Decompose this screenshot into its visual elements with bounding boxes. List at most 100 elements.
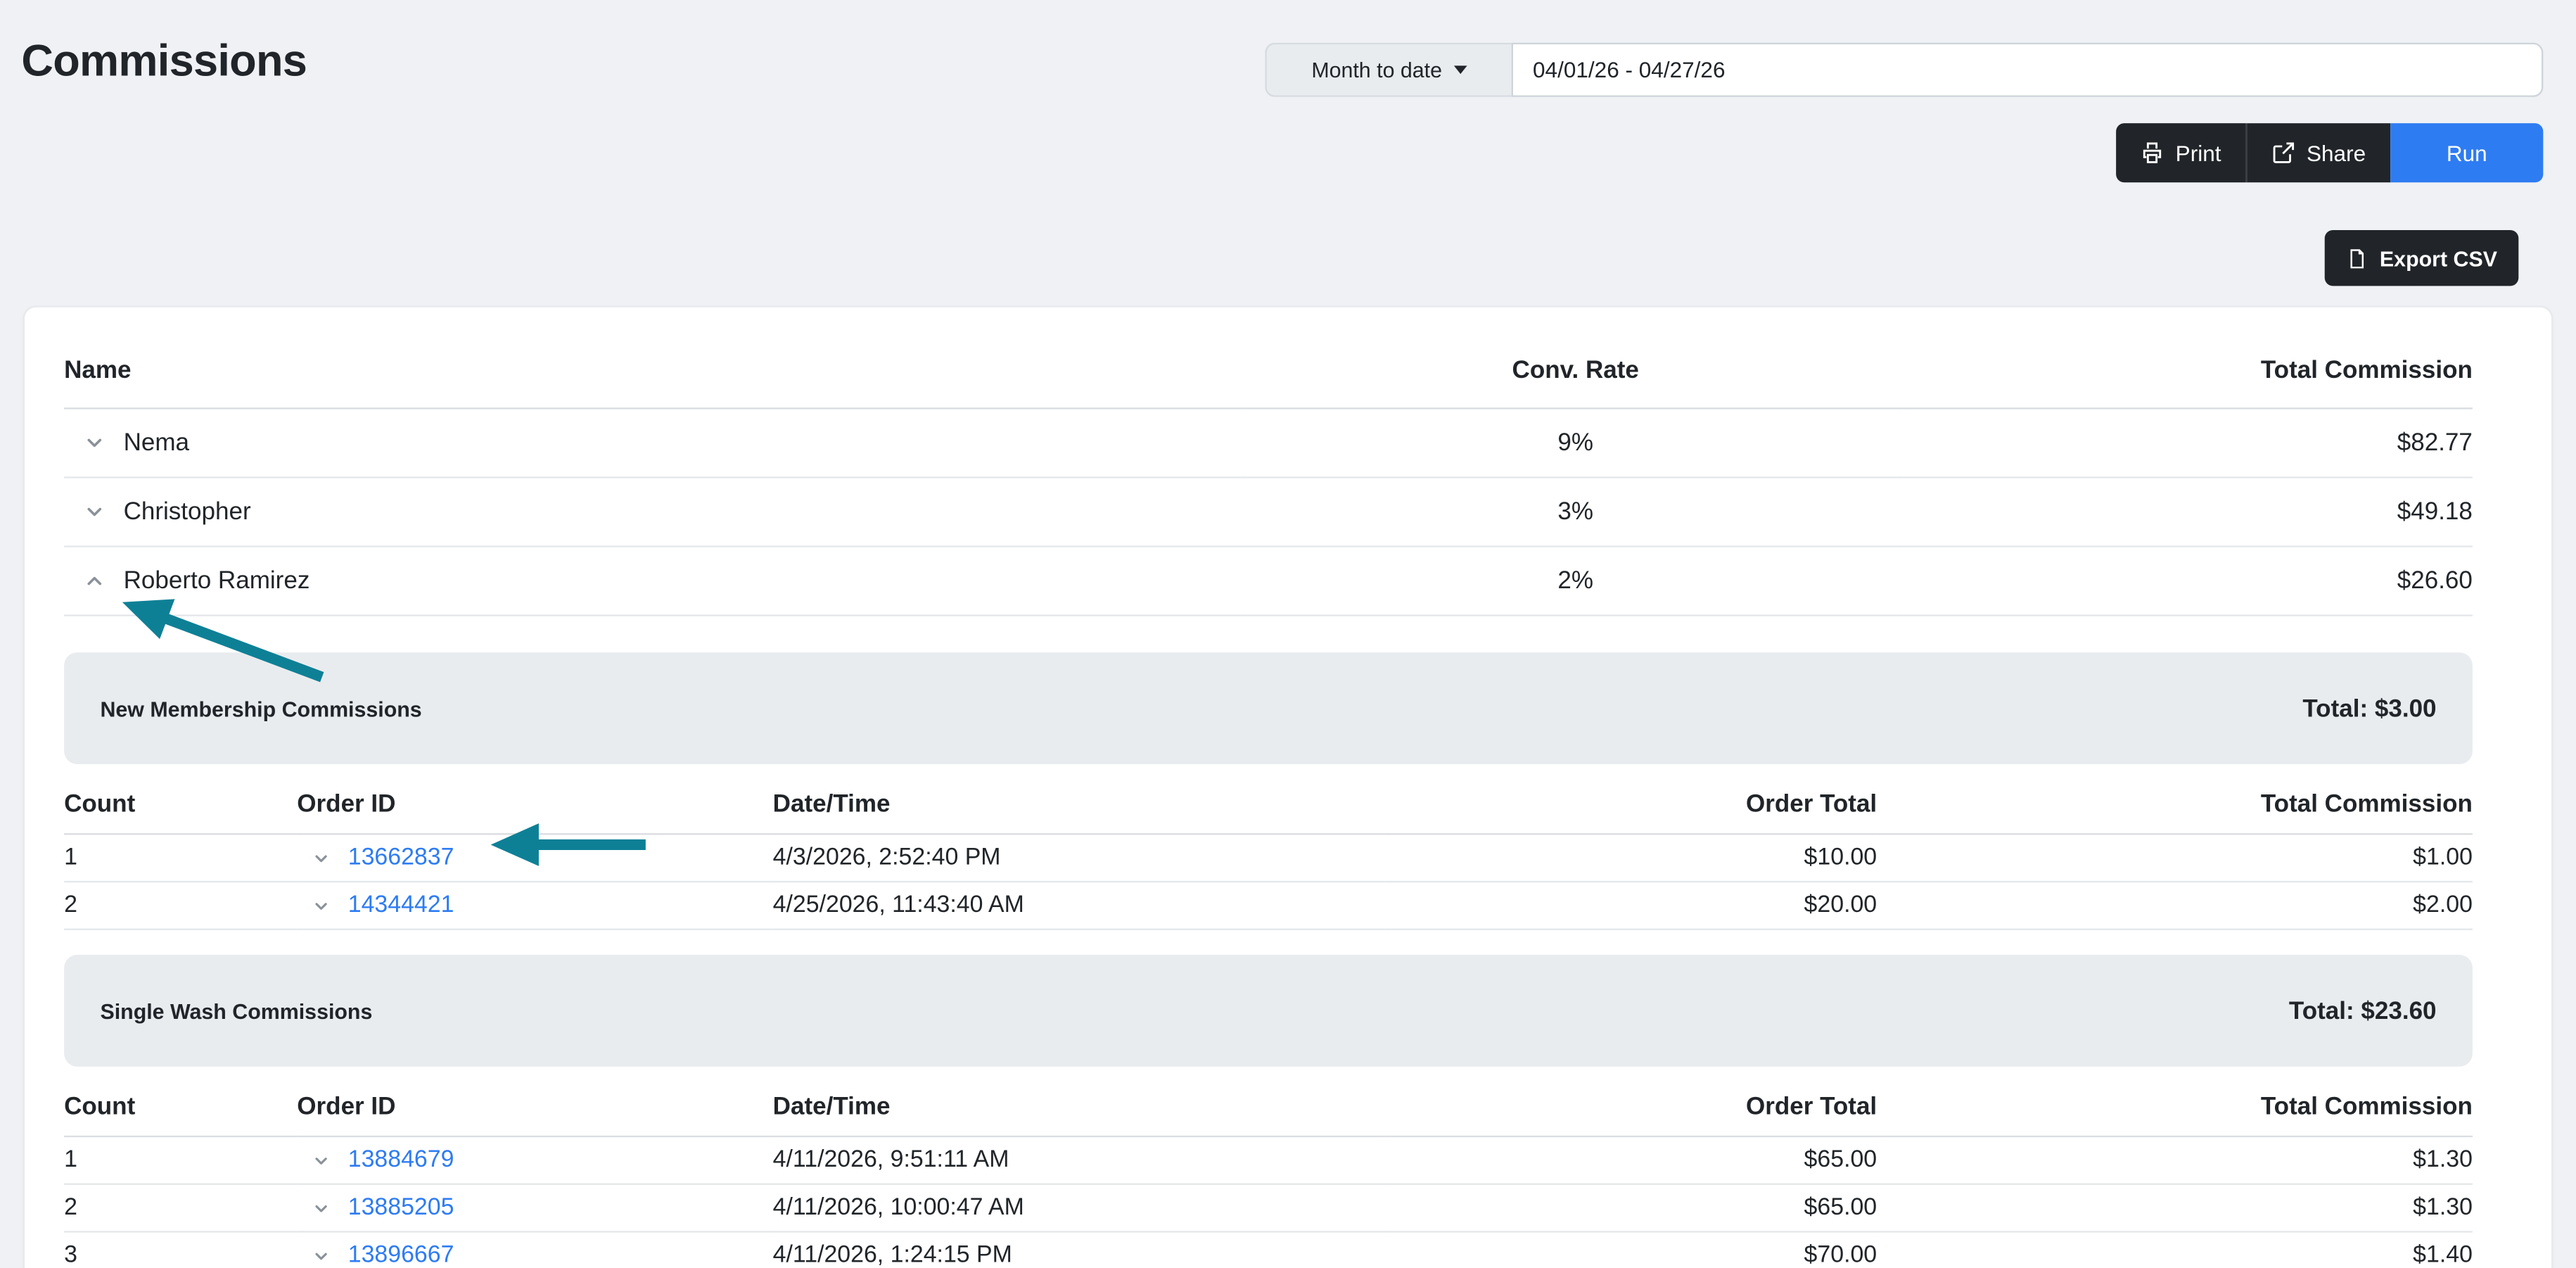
export-csv-button[interactable]: Export CSV <box>2325 229 2519 286</box>
report-card: Name Conv. Rate Total Commission Nema 9%… <box>23 305 2553 1268</box>
expand-order-button[interactable] <box>314 1154 329 1169</box>
expand-order-button[interactable] <box>314 899 329 914</box>
page-title: Commissions <box>21 36 307 86</box>
single-wash-table: Count Order ID Date/Time Order Total Tot… <box>64 1076 2473 1268</box>
order-row: 2 13885205 4/11/2026, 10:00:47 AM $65.00… <box>64 1184 2473 1233</box>
order-total-value: $65.00 <box>1384 1136 1877 1185</box>
header-total-commission: Total Commission <box>1904 346 2473 410</box>
section-header-single-wash: Single Wash Commissions Total: $23.60 <box>64 954 2473 1067</box>
print-label: Print <box>2175 140 2221 165</box>
summary-table: Name Conv. Rate Total Commission Nema 9%… <box>64 346 2473 616</box>
count-value: 3 <box>64 1231 298 1268</box>
order-id-link[interactable]: 13662837 <box>347 844 454 871</box>
share-icon <box>2273 142 2294 163</box>
total-commission-value: $1.40 <box>1877 1231 2473 1268</box>
header-total-commission: Total Commission <box>1877 774 2473 835</box>
section-total: Total: $23.60 <box>2288 996 2437 1025</box>
share-label: Share <box>2306 140 2366 165</box>
datetime-value: 4/11/2026, 1:24:15 PM <box>772 1231 1385 1268</box>
order-total-value: $65.00 <box>1384 1184 1877 1233</box>
date-preset-label: Month to date <box>1311 57 1442 82</box>
date-preset-dropdown[interactable]: Month to date <box>1265 42 1512 97</box>
expand-row-button[interactable] <box>85 503 103 521</box>
datetime-value: 4/11/2026, 9:51:11 AM <box>772 1136 1385 1185</box>
total-commission-value: $2.00 <box>1877 881 2473 930</box>
summary-header-row: Name Conv. Rate Total Commission <box>64 346 2473 410</box>
file-icon <box>2351 248 2365 268</box>
header-name: Name <box>64 346 1247 410</box>
new-membership-table: Count Order ID Date/Time Order Total Tot… <box>64 774 2473 930</box>
total-commission-value: $1.30 <box>1877 1184 2473 1233</box>
count-value: 2 <box>64 881 298 930</box>
print-button[interactable]: Print <box>2116 123 2246 183</box>
order-row: 1 13662837 4/3/2026, 2:52:40 PM $10.00 $… <box>64 834 2473 883</box>
employee-name: Roberto Ramirez <box>123 566 310 595</box>
header-conv-rate: Conv. Rate <box>1246 346 1904 410</box>
employee-detail-panel: New Membership Commissions Total: $3.00 … <box>64 652 2473 1268</box>
detail-header-row: Count Order ID Date/Time Order Total Tot… <box>64 1076 2473 1138</box>
section-header-new-membership: New Membership Commissions Total: $3.00 <box>64 652 2473 765</box>
run-button[interactable]: Run <box>2390 123 2544 183</box>
datetime-value: 4/11/2026, 10:00:47 AM <box>772 1184 1385 1233</box>
table-row: Nema 9% $82.77 <box>64 408 2473 478</box>
conv-rate-value: 2% <box>1246 546 1904 616</box>
datetime-value: 4/25/2026, 11:43:40 AM <box>772 881 1385 930</box>
section-title: New Membership Commissions <box>100 696 422 721</box>
header-datetime: Date/Time <box>772 774 1385 835</box>
run-label: Run <box>2446 140 2487 165</box>
chevron-down-icon <box>315 1253 327 1260</box>
collapse-row-button[interactable] <box>85 572 103 590</box>
order-total-value: $20.00 <box>1384 881 1877 930</box>
chevron-down-icon <box>1453 65 1467 75</box>
chevron-up-icon <box>87 576 102 585</box>
expand-order-button[interactable] <box>314 1249 329 1264</box>
section-total: Total: $3.00 <box>2302 694 2437 723</box>
header-order-total: Order Total <box>1384 774 1877 835</box>
total-commission-value: $26.60 <box>1904 546 2473 616</box>
header-count: Count <box>64 774 298 835</box>
chevron-down-icon <box>315 1205 327 1212</box>
conv-rate-value: 9% <box>1246 408 1904 478</box>
header-order-id: Order ID <box>297 774 773 835</box>
header-order-total: Order Total <box>1384 1076 1877 1138</box>
employee-name: Nema <box>123 429 190 457</box>
section-title: Single Wash Commissions <box>100 998 373 1023</box>
header-order-id: Order ID <box>297 1076 773 1138</box>
chevron-down-icon <box>315 855 327 863</box>
expand-order-button[interactable] <box>314 851 329 866</box>
total-commission-value: $1.30 <box>1877 1136 2473 1185</box>
header-datetime: Date/Time <box>772 1076 1385 1138</box>
export-csv-label: Export CSV <box>2379 246 2497 271</box>
header-total-commission: Total Commission <box>1877 1076 2473 1138</box>
order-id-link[interactable]: 13896667 <box>347 1242 454 1268</box>
chevron-down-icon <box>87 438 102 448</box>
order-row: 2 14344421 4/25/2026, 11:43:40 AM $20.00… <box>64 881 2473 930</box>
report-actions: Print Share Run <box>2116 123 2544 183</box>
conv-rate-value: 3% <box>1246 477 1904 547</box>
share-button[interactable]: Share <box>2245 123 2391 183</box>
total-commission-value: $1.00 <box>1877 834 2473 883</box>
table-row-expanded: Roberto Ramirez 2% $26.60 <box>64 546 2473 616</box>
order-id-link[interactable]: 13885205 <box>347 1194 454 1222</box>
count-value: 2 <box>64 1184 298 1233</box>
header-count: Count <box>64 1076 298 1138</box>
expand-order-button[interactable] <box>314 1201 329 1216</box>
order-row: 3 13896667 4/11/2026, 1:24:15 PM $70.00 … <box>64 1231 2473 1268</box>
datetime-value: 4/3/2026, 2:52:40 PM <box>772 834 1385 883</box>
order-id-link[interactable]: 13884679 <box>347 1147 454 1174</box>
total-commission-value: $49.18 <box>1904 477 2473 547</box>
order-row: 1 13884679 4/11/2026, 9:51:11 AM $65.00 … <box>64 1136 2473 1185</box>
count-value: 1 <box>64 834 298 883</box>
chevron-down-icon <box>315 903 327 910</box>
date-range-controls: Month to date <box>1265 42 2544 97</box>
chevron-down-icon <box>87 507 102 516</box>
count-value: 1 <box>64 1136 298 1185</box>
chevron-down-icon <box>315 1158 327 1165</box>
order-id-link[interactable]: 14344421 <box>347 892 454 919</box>
date-range-input[interactable] <box>1511 42 2544 97</box>
expand-row-button[interactable] <box>85 434 103 452</box>
total-commission-value: $82.77 <box>1904 408 2473 478</box>
print-icon <box>2143 142 2162 163</box>
order-total-value: $10.00 <box>1384 834 1877 883</box>
